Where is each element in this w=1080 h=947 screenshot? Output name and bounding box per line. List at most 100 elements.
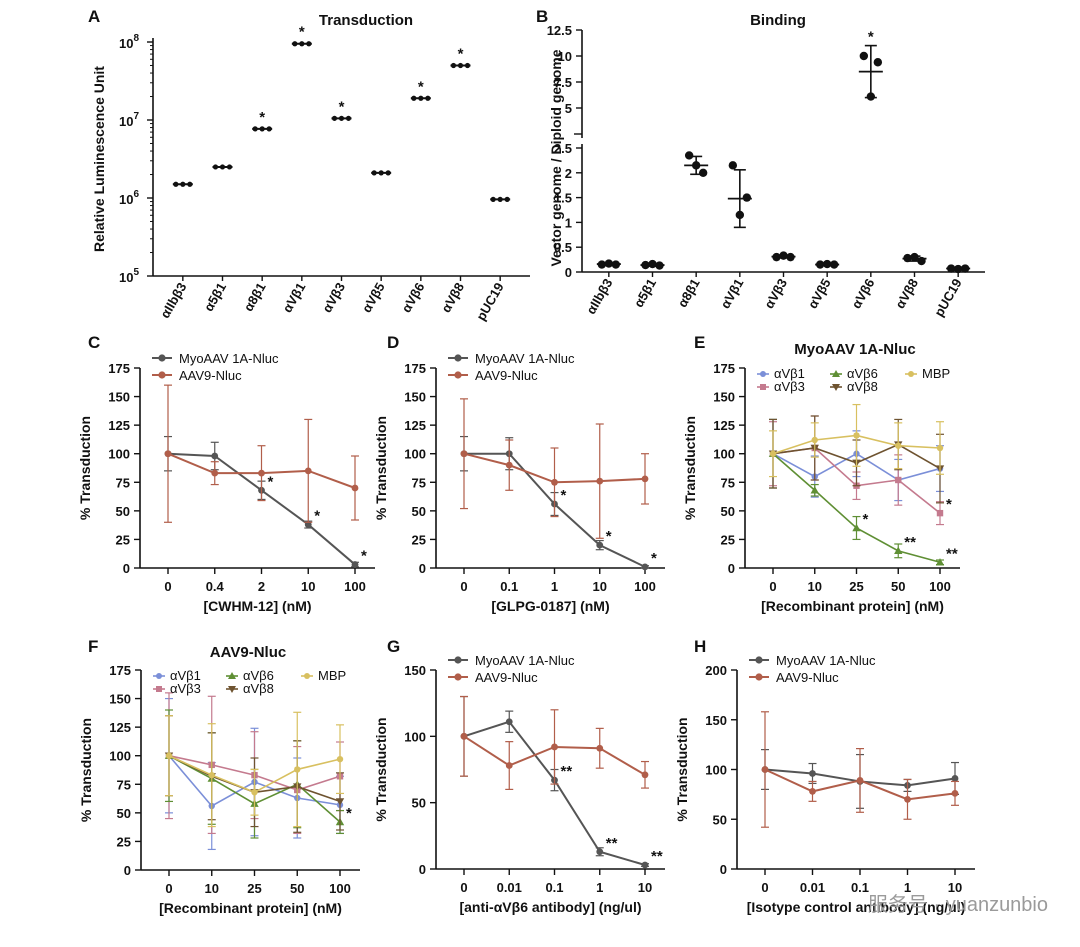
- panel-h-letter: H: [694, 637, 706, 656]
- panel-c-data-point: [304, 467, 312, 475]
- panel-h-data-point: [761, 766, 769, 773]
- panel-e-significance: *: [863, 511, 869, 528]
- panel-a-point: [457, 62, 464, 69]
- panel-f-x-tick-label: 10: [205, 881, 219, 896]
- panel-h-x-tick-label: 0.01: [800, 880, 825, 895]
- panel-h-x-tick-label: 10: [948, 880, 962, 895]
- panel-d-x-tick-label: 1: [551, 579, 558, 594]
- panel-g-data-point: [505, 718, 513, 726]
- panel-g-legend-marker: [454, 656, 462, 664]
- panel-a-x-tick-label: α8β1: [241, 280, 269, 314]
- panel-f-legend-marker: [304, 673, 310, 679]
- panel-f-y-tick-label: 125: [109, 720, 131, 735]
- panel-c-y-tick-label: 50: [116, 504, 130, 519]
- panel-f-x-label: [Recombinant protein] (nM): [159, 900, 342, 916]
- panel-g-y-tick-label: 0: [419, 862, 426, 877]
- panel-h-series-1: [761, 711, 959, 828]
- panel-d-legend-marker: [454, 354, 462, 362]
- panel-e-x-tick-label: 100: [929, 579, 951, 594]
- panel-e-y-tick-label: 50: [721, 504, 735, 519]
- panel-c-series-1: [164, 384, 359, 523]
- panel-b-point: [946, 264, 956, 273]
- panel-g: G 0 50 100 150 0 0.01 0.1 1 10 % Transduction [anti…: [373, 637, 665, 915]
- panel-a: A Transduction 105 106 107 108 Relative Lumine…: [88, 7, 530, 323]
- panel-c-x-tick-label: 100: [344, 579, 366, 594]
- panel-h-legend-marker: [755, 656, 763, 664]
- panel-c-y-tick-label: 150: [108, 390, 130, 405]
- panel-e-legend-label: αVβ8: [847, 379, 878, 394]
- panel-g-y-tick-label: 150: [404, 663, 426, 678]
- panel-d-series-0: * * *: [460, 435, 657, 571]
- panel-f: F AAV9-Nluc 0 25 50 75 100 125 150 175 0 10 25 50 100%…: [78, 637, 360, 916]
- panel-g-x-tick-label: 0.1: [545, 880, 563, 895]
- panel-e-x-tick-label: 25: [849, 579, 863, 594]
- panel-e-y-tick-label: 25: [721, 532, 735, 547]
- panel-h-y-tick-label: 150: [705, 713, 727, 728]
- panel-d-data-point: [551, 478, 558, 486]
- panel-g-significance: **: [651, 848, 663, 865]
- panel-a-point: [378, 170, 384, 176]
- panel-f-legend-label: αVβ1: [170, 668, 201, 683]
- panel-d-y-label: % Transduction: [373, 416, 389, 520]
- panel-b-y-tick-label: 0.5: [554, 240, 572, 255]
- panel-g-significance: **: [561, 763, 573, 780]
- panel-b-y-tick-label: 0: [565, 265, 572, 280]
- panel-a-y-tick-label: 107: [119, 111, 139, 129]
- panel-h-data-point: [856, 777, 864, 784]
- panel-a-point: [180, 181, 186, 187]
- panel-f-y-tick-label: 50: [117, 806, 131, 821]
- panel-b-point: [786, 252, 795, 262]
- panel-c-y-tick-label: 125: [108, 418, 130, 433]
- panel-a-point: [371, 170, 377, 176]
- panel-e-legend-marker: [832, 384, 840, 391]
- panel-f-y-label: % Transduction: [78, 718, 94, 822]
- panel-g-data-point: [596, 744, 604, 752]
- panel-d: D 0 25 50 75 100 125 150 175 0 0.1 1 10 100 % Transduc…: [373, 333, 665, 614]
- panel-f-legend-marker: [228, 686, 236, 693]
- panel-d-data-point: [596, 477, 604, 485]
- panel-a-point: [504, 196, 510, 202]
- panel-h-y-tick-label: 50: [713, 812, 727, 827]
- panel-b-point: [655, 261, 664, 270]
- panel-e: E MyoAAV 1A-Nluc 0 25 50 75 100 125 150 175 0 10 25 5…: [682, 333, 960, 614]
- panel-e-data-point: [769, 450, 777, 457]
- panel-b-y-tick-label: 1.5: [554, 191, 572, 206]
- panel-f-data-point: [336, 755, 344, 763]
- panel-a-significance: *: [418, 78, 424, 95]
- panel-e-data-point: [853, 432, 860, 439]
- panel-d-y-tick-label: 100: [404, 447, 426, 462]
- panel-h-x-tick-label: 1: [904, 880, 911, 895]
- panel-a-point: [266, 126, 272, 132]
- panel-g-series-1: [460, 695, 649, 791]
- panel-f-legend-label: αVβ8: [243, 681, 274, 696]
- panel-d-y-tick-label: 25: [412, 532, 426, 547]
- panel-h-x-label: [Isotype control antibody] (ng/ul): [747, 899, 966, 915]
- panel-d-y-tick-label: 0: [419, 561, 426, 576]
- panel-b-point: [866, 92, 876, 101]
- panel-a-point: [385, 170, 391, 176]
- panel-a-y-tick-label: 106: [119, 189, 139, 207]
- panel-a-point: [497, 196, 503, 202]
- panel-g-legend-label: AAV9-Nluc: [475, 670, 538, 685]
- panel-c-significance: *: [314, 508, 320, 525]
- panel-e-data-point: [895, 442, 902, 449]
- panel-f-significance: *: [346, 805, 352, 822]
- panel-b-point: [728, 161, 738, 170]
- panel-d-x-tick-label: 10: [593, 579, 607, 594]
- panel-b-x-tick-label: α8β1: [675, 276, 703, 310]
- panel-c-data-point: [258, 469, 265, 477]
- panel-c-legend-label: AAV9-Nluc: [179, 368, 242, 383]
- panel-h: H 0 50 100 150 200 0 0.01 0.1 1 10 % Transduction [I…: [674, 637, 975, 915]
- panel-d-y-tick-label: 175: [404, 361, 426, 376]
- panel-g-significance: **: [606, 835, 618, 852]
- panel-c-series-0: * * *: [164, 435, 367, 568]
- panel-a-significance: *: [299, 24, 305, 41]
- panel-c-x-tick-label: 0.4: [206, 579, 225, 594]
- panel-d-y-tick-label: 150: [404, 390, 426, 405]
- panel-c-y-tick-label: 75: [116, 475, 130, 490]
- panel-g-series-0: ** ** **: [460, 695, 663, 869]
- panel-g-data-point: [505, 762, 513, 769]
- panel-b-x-tick-label: αVβ1: [718, 276, 747, 311]
- panel-e-data-point: [852, 523, 861, 532]
